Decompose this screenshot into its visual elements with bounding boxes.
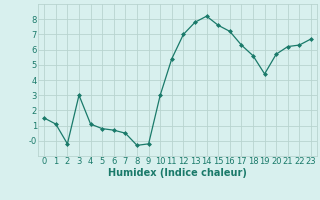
X-axis label: Humidex (Indice chaleur): Humidex (Indice chaleur) xyxy=(108,168,247,178)
